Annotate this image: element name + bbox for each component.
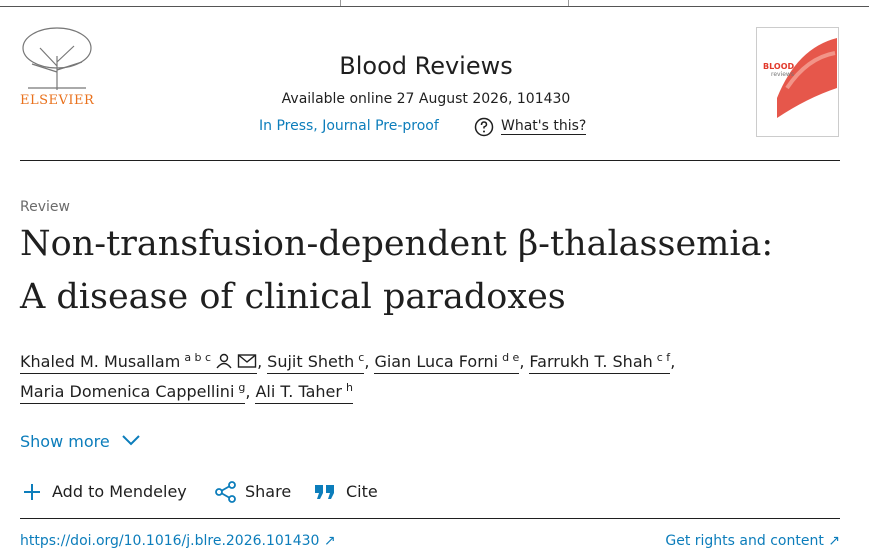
divider bbox=[568, 0, 569, 6]
cover-title: BLOOD bbox=[763, 62, 795, 71]
author-name: Ali T. Taher bbox=[255, 382, 342, 402]
author-affiliation: a b c bbox=[184, 351, 212, 364]
author-affiliation: c bbox=[358, 351, 365, 364]
author[interactable]: Farrukh T. Shah c f bbox=[529, 351, 671, 375]
separator: , bbox=[245, 382, 251, 402]
help-icon[interactable] bbox=[474, 117, 494, 137]
whats-this-link[interactable]: What's this? bbox=[501, 118, 587, 135]
author[interactable]: Sujit Sheth c bbox=[267, 351, 365, 375]
share-icon bbox=[215, 481, 236, 503]
divider bbox=[340, 0, 341, 6]
journal-title[interactable]: Blood Reviews bbox=[339, 52, 513, 80]
separator: , bbox=[519, 352, 525, 372]
doi-link[interactable]: https://doi.org/10.1016/j.blre.2026.1014… bbox=[20, 533, 336, 549]
cover-subtitle: reviews bbox=[771, 71, 794, 78]
article-title: Non-transfusion-dependent β-thalassemia: bbox=[20, 224, 774, 264]
author-affiliation: g bbox=[238, 381, 246, 394]
article-title: A disease of clinical paradoxes bbox=[20, 277, 566, 317]
publisher-logo[interactable] bbox=[20, 26, 94, 92]
article-type: Review bbox=[20, 199, 70, 215]
rights[interactable]: Get rights and content bbox=[665, 533, 824, 549]
email-icon bbox=[237, 354, 257, 369]
author-name: Sujit Sheth bbox=[267, 352, 355, 372]
author[interactable]: Khaled M. Musallam a b c bbox=[20, 351, 258, 375]
show-more[interactable]: Show more bbox=[20, 432, 141, 451]
cite[interactable]: Cite bbox=[346, 482, 378, 501]
author-affiliation: h bbox=[345, 381, 353, 394]
author-name: Khaled M. Musallam bbox=[20, 352, 181, 372]
separator: , bbox=[257, 352, 263, 372]
doi[interactable]: https://doi.org/10.1016/j.blre.2026.1014… bbox=[20, 533, 320, 549]
author-line: Khaled M. Musallam a b c, Sujit Sheth c, Gia… bbox=[20, 351, 680, 375]
author-name: Farrukh T. Shah bbox=[529, 352, 653, 372]
rights-link[interactable]: Get rights and content ↗ bbox=[665, 533, 840, 549]
author[interactable]: Ali T. Taher h bbox=[255, 381, 353, 405]
header-rule bbox=[20, 160, 840, 161]
journal-cover[interactable]: BLOOD reviews bbox=[756, 27, 839, 137]
cover-art bbox=[777, 38, 837, 118]
share[interactable]: Share bbox=[245, 482, 292, 501]
available-online: Available online 27 August 2026, 101430 bbox=[281, 91, 571, 107]
footer-rule bbox=[20, 518, 840, 519]
person-icon bbox=[216, 354, 232, 369]
cite-icon bbox=[315, 485, 334, 499]
separator: , bbox=[670, 352, 676, 372]
author-affiliation: c f bbox=[656, 351, 671, 364]
plus-icon bbox=[24, 484, 40, 500]
author-affiliation: d e bbox=[502, 351, 520, 364]
author-name: Maria Domenica Cappellini bbox=[20, 382, 235, 402]
author[interactable]: Gian Luca Forni d e bbox=[374, 351, 520, 375]
status: In Press, Journal Pre-proof bbox=[259, 118, 439, 134]
show-more-label[interactable]: Show more bbox=[20, 432, 110, 451]
add-to-mendeley[interactable]: Add to Mendeley bbox=[52, 482, 187, 501]
author-line: Maria Domenica Cappellini g, Ali T. Taher h bbox=[20, 381, 353, 405]
chevron bbox=[122, 435, 140, 446]
separator: , bbox=[364, 352, 370, 372]
author[interactable]: Maria Domenica Cappellini g bbox=[20, 381, 246, 405]
publisher-name[interactable]: ELSEVIER bbox=[20, 93, 95, 108]
top-rule bbox=[0, 6, 869, 7]
author-name: Gian Luca Forni bbox=[374, 352, 499, 372]
